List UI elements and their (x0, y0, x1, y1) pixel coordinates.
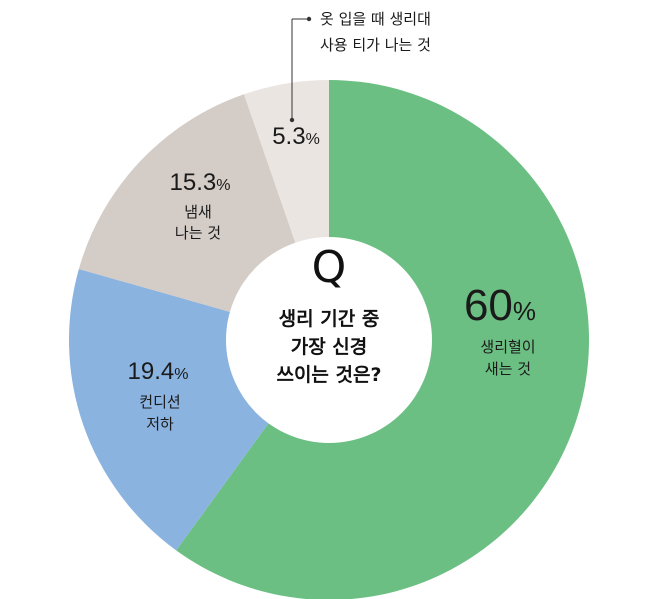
callout-dot-top (306, 16, 312, 22)
slice-label-smell-2: 나는 것 (175, 224, 221, 242)
slice-percent-leak: 60% (464, 281, 536, 330)
center-q-mark: Q (312, 242, 347, 293)
callout-label-1: 옷 입을 때 생리대 (320, 10, 431, 28)
slice-label-condition-1: 컨디션 (139, 393, 180, 411)
slice-label-smell-1: 냄새 (184, 203, 212, 221)
callout-visible: 옷 입을 때 생리대 사용 티가 나는 것 (289, 10, 431, 123)
callout-dot-bottom (289, 117, 295, 123)
slice-label-leak-1: 생리혈이 (480, 338, 535, 356)
callout-label-2: 사용 티가 나는 것 (320, 36, 431, 54)
slice-percent-condition: 19.4% (128, 358, 189, 385)
slice-label-condition-2: 저하 (146, 415, 174, 433)
center-line-3: 쓰이는 것은? (276, 364, 381, 386)
center-line-2: 가장 신경 (291, 336, 368, 358)
center-line-1: 생리 기간 중 (279, 308, 380, 330)
slice-label-leak-2: 새는 것 (485, 360, 531, 378)
slice-percent-visible: 5.3% (272, 123, 320, 150)
slice-percent-smell: 15.3% (170, 169, 231, 196)
donut-hole (226, 237, 432, 443)
